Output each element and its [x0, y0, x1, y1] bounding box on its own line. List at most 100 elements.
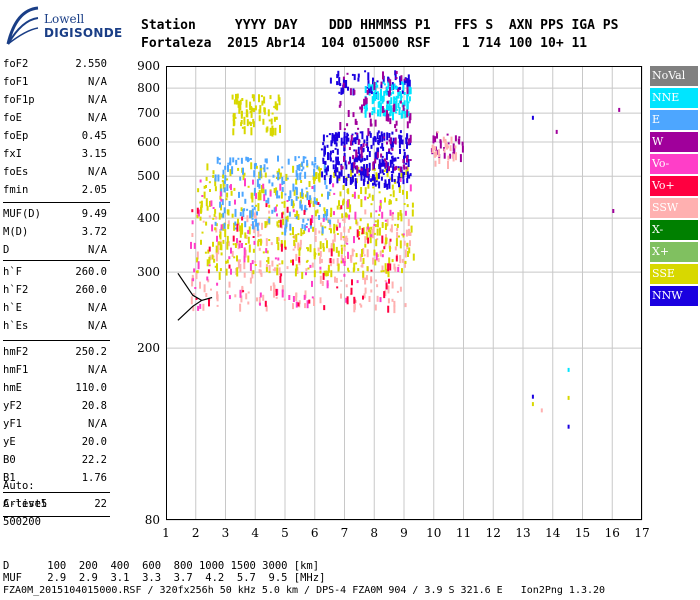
echo-mark-nne	[395, 105, 398, 111]
echo-mark-sse	[349, 226, 352, 230]
echo-mark-w	[402, 104, 405, 111]
echo-mark-sse	[295, 264, 298, 271]
echo-mark-w	[394, 137, 397, 145]
echo-mark-nnw	[399, 81, 402, 85]
echo-mark-e	[228, 201, 231, 206]
profile-trace	[177, 296, 213, 321]
echo-mark-vo-	[220, 224, 223, 230]
echo-mark-nne	[377, 93, 380, 100]
echo-mark-ssw	[319, 297, 322, 304]
echo-mark-ssw	[449, 145, 452, 151]
echo-mark-e	[321, 226, 324, 234]
echo-mark-nnw	[347, 173, 350, 178]
echo-mark-ssw	[390, 224, 393, 233]
echo-mark-vo-	[308, 200, 310, 205]
echo-mark-vo-	[379, 199, 382, 203]
echo-mark-ssw	[239, 259, 241, 263]
echo-mark-w	[439, 140, 442, 149]
param-row: yE 20.0	[3, 436, 107, 452]
echo-mark-sse	[362, 227, 365, 235]
echo-mark-e	[253, 206, 256, 210]
echo-mark-ssw	[374, 304, 377, 311]
echo-mark-nnw	[386, 169, 389, 173]
echo-mark-ssw	[396, 228, 399, 231]
echo-mark-sse	[309, 244, 312, 253]
echo-mark-ssw	[299, 244, 302, 250]
echo-mark-nnw	[388, 181, 391, 189]
echo-mark-nne	[389, 107, 392, 116]
echo-mark-nnw	[405, 162, 408, 165]
echo-mark-sse	[399, 240, 402, 249]
echo-mark-ssw	[450, 136, 453, 144]
param-value: 22	[94, 498, 107, 510]
echo-mark-ssw	[404, 260, 406, 268]
echo-mark-vo-	[330, 248, 333, 257]
echo-mark-sse	[290, 259, 293, 263]
echo-mark-sse	[395, 198, 398, 202]
echo-mark-nnw	[353, 74, 356, 81]
echo-point-nnw	[531, 394, 534, 399]
echo-mark-w	[364, 96, 367, 105]
echo-mark-vo-	[281, 212, 284, 219]
echo-mark-sse	[328, 228, 331, 230]
echo-mark-nnw	[335, 158, 338, 165]
echo-mark-e	[234, 227, 237, 230]
echo-mark-sse	[255, 204, 257, 207]
echo-mark-e	[299, 200, 302, 209]
echo-point-sse	[531, 402, 534, 407]
echo-mark-ssw	[278, 263, 281, 265]
echo-mark-ssw	[277, 238, 280, 242]
echo-mark-e	[251, 221, 254, 230]
echo-mark-sse	[212, 217, 215, 220]
echo-mark-sse	[389, 200, 392, 205]
echo-mark-vo-	[361, 228, 364, 235]
echo-mark-sse	[203, 191, 206, 199]
echo-mark-sse	[251, 94, 254, 99]
x-tick-label: 5	[281, 526, 289, 540]
echo-mark-e	[223, 222, 226, 229]
echo-mark-sse	[318, 168, 321, 177]
echo-mark-e	[223, 207, 226, 214]
echo-mark-nnw	[323, 148, 326, 157]
echo-mark-vo-	[387, 305, 390, 313]
echo-mark-w	[374, 119, 377, 127]
echo-mark-e	[264, 158, 267, 163]
param-row: fmin 2.05	[3, 184, 107, 200]
echo-mark-nnw	[340, 87, 343, 91]
echo-mark-sse	[241, 229, 244, 235]
echo-mark-e	[304, 204, 307, 210]
echo-mark-w	[382, 71, 384, 80]
param-value: 110.0	[75, 382, 107, 394]
echo-mark-sse	[232, 128, 235, 136]
echo-mark-nnw	[322, 157, 325, 162]
echo-mark-ssw	[384, 290, 387, 297]
legend-item-vo-: Vo+	[650, 176, 698, 196]
echo-mark-sse	[233, 187, 236, 191]
echo-mark-w	[357, 138, 360, 145]
echo-mark-e	[313, 168, 316, 177]
echo-mark-sse	[338, 177, 341, 181]
echo-mark-vo-	[303, 294, 306, 300]
echo-mark-nnw	[329, 77, 332, 84]
echo-mark-ssw	[376, 238, 379, 241]
echo-mark-sse	[369, 237, 372, 244]
echo-mark-ssw	[268, 210, 271, 214]
echo-mark-ssw	[195, 275, 198, 280]
echo-mark-sse	[374, 259, 377, 266]
echo-mark-vo-	[342, 258, 345, 264]
echo-mark-ssw	[251, 270, 254, 279]
echo-mark-nne	[408, 96, 411, 102]
echo-mark-nnw	[392, 166, 395, 174]
echo-mark-ssw	[384, 280, 387, 282]
echo-mark-sse	[252, 121, 255, 128]
echo-mark-nnw	[353, 158, 356, 165]
x-tick-label: 16	[604, 526, 620, 540]
echo-mark-nnw	[354, 156, 357, 162]
echo-mark-sse	[339, 191, 342, 197]
echo-mark-vo-	[265, 203, 268, 208]
echo-mark-e	[229, 157, 232, 166]
echo-mark-sse	[257, 203, 260, 212]
echo-mark-sse	[324, 226, 327, 229]
x-tick-label: 11	[455, 526, 472, 540]
echo-mark-sse	[200, 204, 203, 213]
